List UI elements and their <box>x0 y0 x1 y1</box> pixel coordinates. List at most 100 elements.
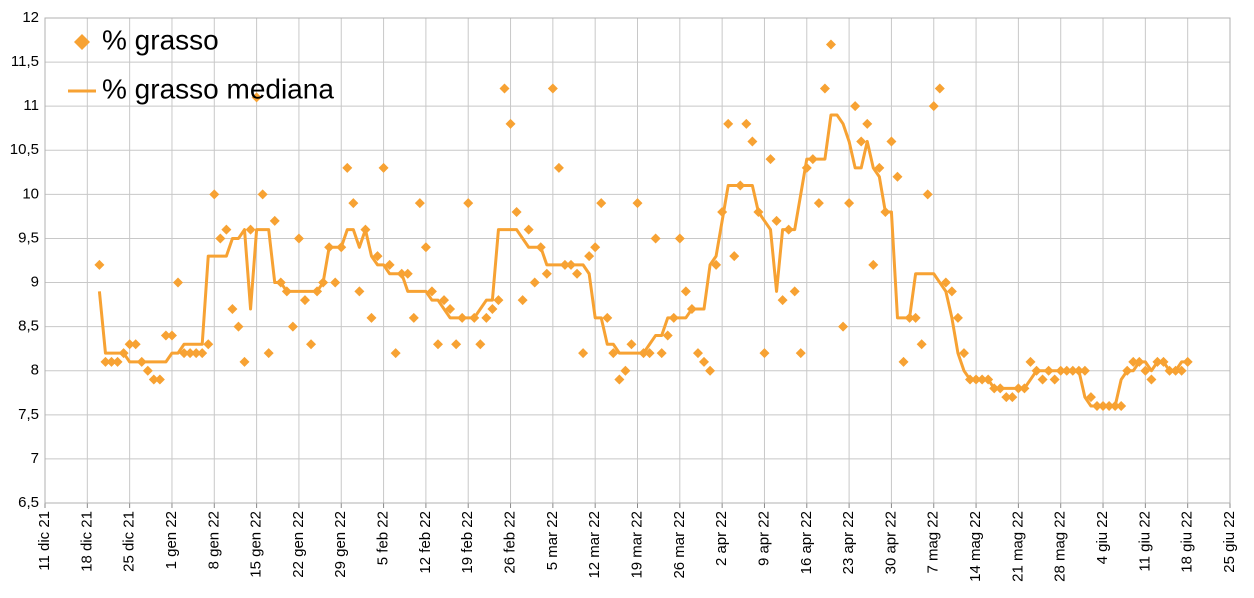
data-point <box>414 198 425 209</box>
data-point <box>408 312 419 323</box>
data-point <box>553 162 564 173</box>
data-point <box>299 295 310 306</box>
data-point <box>765 154 776 165</box>
y-tick-label: 9,5 <box>18 229 39 246</box>
y-tick-label: 11 <box>23 97 39 114</box>
x-tick-label: 12 feb 22 <box>417 511 434 574</box>
data-point <box>420 242 431 253</box>
x-tick-label: 18 dic 21 <box>78 511 95 572</box>
legend-label: % grasso mediana <box>102 73 334 104</box>
x-tick-label: 19 feb 22 <box>459 511 476 574</box>
data-point <box>257 189 268 200</box>
data-point <box>1001 392 1012 403</box>
data-point <box>898 356 909 367</box>
data-point <box>475 339 486 350</box>
data-point <box>934 83 945 94</box>
data-point <box>771 215 782 226</box>
y-tick-label: 9 <box>31 274 39 291</box>
data-point <box>160 330 171 341</box>
data-point <box>94 259 105 270</box>
data-point <box>451 339 462 350</box>
data-point <box>487 304 498 314</box>
data-point <box>100 356 111 367</box>
data-point <box>590 242 601 253</box>
data-point <box>185 348 196 359</box>
data-point <box>366 312 377 323</box>
data-point <box>1085 392 1096 403</box>
legend-label: % grasso <box>102 24 219 55</box>
data-point <box>922 189 933 200</box>
data-point <box>445 304 456 314</box>
x-tick-label: 30 apr 22 <box>882 511 899 574</box>
data-point <box>215 233 226 244</box>
data-point <box>584 251 595 262</box>
data-point <box>928 101 939 112</box>
data-point <box>342 162 353 173</box>
x-tick-label: 14 mag 22 <box>967 511 984 582</box>
data-point <box>239 356 250 367</box>
data-point <box>179 348 190 359</box>
x-tick-label: 16 apr 22 <box>798 511 815 574</box>
data-point <box>251 92 262 103</box>
x-tick-label: 11 giu 22 <box>1136 511 1153 572</box>
data-point <box>1037 374 1048 385</box>
data-point <box>614 374 625 385</box>
data-point <box>825 39 836 50</box>
data-point <box>463 198 474 209</box>
y-tick-label: 7 <box>31 450 39 467</box>
data-point <box>1049 374 1060 385</box>
data-point <box>245 224 256 235</box>
x-tick-label: 2 apr 22 <box>713 511 730 566</box>
data-point <box>741 118 752 129</box>
data-point <box>523 224 534 235</box>
data-point <box>154 374 165 385</box>
data-point <box>874 162 885 173</box>
data-point <box>547 83 558 94</box>
data-point <box>662 330 673 341</box>
data-point <box>269 215 280 226</box>
data-point <box>106 356 117 367</box>
data-point <box>541 268 552 279</box>
x-tick-label: 26 mar 22 <box>671 511 688 579</box>
data-point <box>620 365 631 376</box>
data-point <box>608 348 619 359</box>
data-point <box>723 118 734 129</box>
data-point <box>142 365 153 376</box>
x-tick-label: 5 mar 22 <box>544 511 561 570</box>
data-point <box>499 83 510 94</box>
data-point <box>692 348 703 359</box>
y-tick-label: 8,5 <box>18 318 39 335</box>
median-line <box>97 113 1188 408</box>
data-point <box>1146 374 1157 385</box>
x-tick-label: 25 dic 21 <box>121 511 138 572</box>
data-point <box>856 136 867 147</box>
data-point <box>958 348 969 359</box>
data-point <box>747 136 758 147</box>
data-point <box>759 348 770 359</box>
data-point <box>892 171 903 182</box>
y-tick-label: 7,5 <box>18 406 39 423</box>
data-point <box>819 83 830 94</box>
data-point <box>946 286 957 297</box>
data-point <box>813 198 824 209</box>
data-point <box>348 198 359 209</box>
data-point <box>505 118 516 129</box>
data-point <box>602 312 613 323</box>
x-tick-label: 5 feb 22 <box>375 511 392 565</box>
x-tick-label: 26 feb 22 <box>502 511 519 574</box>
data-point <box>221 224 232 235</box>
data-point <box>572 268 583 279</box>
x-tick-label: 25 giu 22 <box>1221 511 1238 573</box>
data-point <box>330 277 341 288</box>
data-point <box>886 136 897 147</box>
data-point <box>263 348 274 359</box>
y-tick-label: 10,5 <box>10 141 39 158</box>
x-tick-label: 22 gen 22 <box>290 511 307 578</box>
data-point <box>511 207 522 217</box>
data-point <box>916 339 927 350</box>
data-point <box>112 356 123 367</box>
data-point <box>354 286 365 297</box>
data-point <box>130 339 141 350</box>
data-point <box>1025 356 1036 367</box>
data-point <box>868 259 879 270</box>
